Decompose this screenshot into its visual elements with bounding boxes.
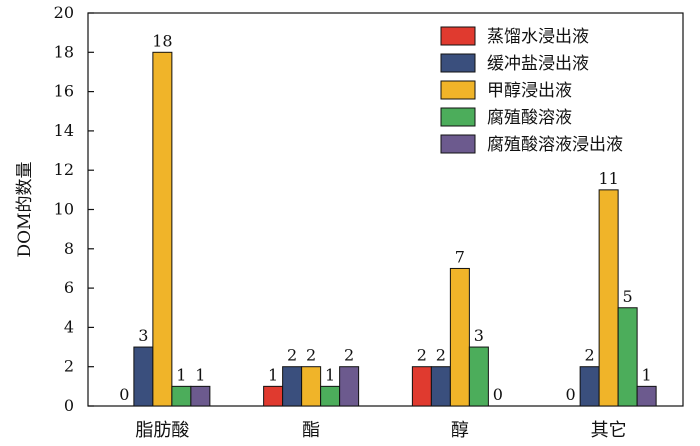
bar-value-label: 3 [138,326,148,345]
bar-value-label: 3 [474,326,484,345]
y-tick-label: 16 [54,82,74,101]
bar-value-label: 7 [455,247,465,266]
bar [133,346,154,407]
legend-swatch [440,26,476,46]
legend-label: 甲醇浸出液 [487,81,572,101]
bar [263,385,284,407]
bar [468,346,489,407]
bar [339,366,360,407]
y-tick-label: 8 [64,239,74,258]
bar-value-label: 1 [176,365,186,384]
bar-value-label: 18 [152,31,172,50]
bar [152,51,173,407]
legend-label: 腐殖酸溶液 [487,108,572,128]
bar-value-label: 1 [325,365,335,384]
y-tick-label: 12 [54,160,74,179]
bar [430,366,451,407]
bar [598,189,619,407]
y-tick-label: 4 [64,317,74,336]
y-tick-label: 14 [54,121,74,140]
bar-value-label: 0 [119,385,129,404]
bar [411,366,432,407]
bar-value-label: 11 [598,169,618,188]
legend-swatch [440,53,476,73]
bars [133,51,657,407]
bar [301,366,322,407]
y-tick-label: 20 [54,3,74,22]
bar [617,307,638,407]
x-tick-label: 其它 [591,420,627,441]
bar [449,267,470,407]
legend-swatch [440,80,476,100]
bar [171,385,192,407]
bar-value-label: 1 [268,365,278,384]
y-tick-label: 18 [54,42,74,61]
y-axis: 0 2 4 6 8 10 12 14 16 18 20 [54,3,94,415]
y-tick-label: 10 [54,200,74,219]
bar-value-label: 2 [287,346,297,365]
x-tick-label: 脂肪酸 [135,420,189,441]
bar-value-label: 1 [195,365,205,384]
bar [579,366,600,407]
legend-swatch [440,134,476,154]
bar-value-label: 5 [623,287,633,306]
legend-label: 蒸馏水浸出液 [487,27,589,47]
bar-value-label: 2 [344,346,354,365]
y-axis-label: DOM的数量 [15,162,35,258]
bar-value-label: 0 [493,385,503,404]
bar [320,385,341,407]
bar-value-label: 1 [642,365,652,384]
bar [636,385,657,407]
legend-label: 缓冲盐浸出液 [487,54,589,74]
bar-value-label: 2 [306,346,316,365]
y-tick-label: 0 [64,396,74,415]
bar-value-label: 2 [417,346,427,365]
bar-value-label: 2 [436,346,446,365]
legend-swatch [440,107,476,127]
y-tick-label: 2 [64,357,74,376]
bar-value-label: 2 [585,346,595,365]
legend-label: 腐殖酸溶液浸出液 [487,135,623,155]
y-tick-label: 6 [64,278,74,297]
x-axis: 脂肪酸 酯 醇 其它 [135,400,627,441]
bar [190,385,211,407]
bar-value-label: 0 [566,385,576,404]
x-tick-label: 酯 [302,420,320,441]
x-tick-label: 醇 [451,420,469,441]
bar [282,366,303,407]
